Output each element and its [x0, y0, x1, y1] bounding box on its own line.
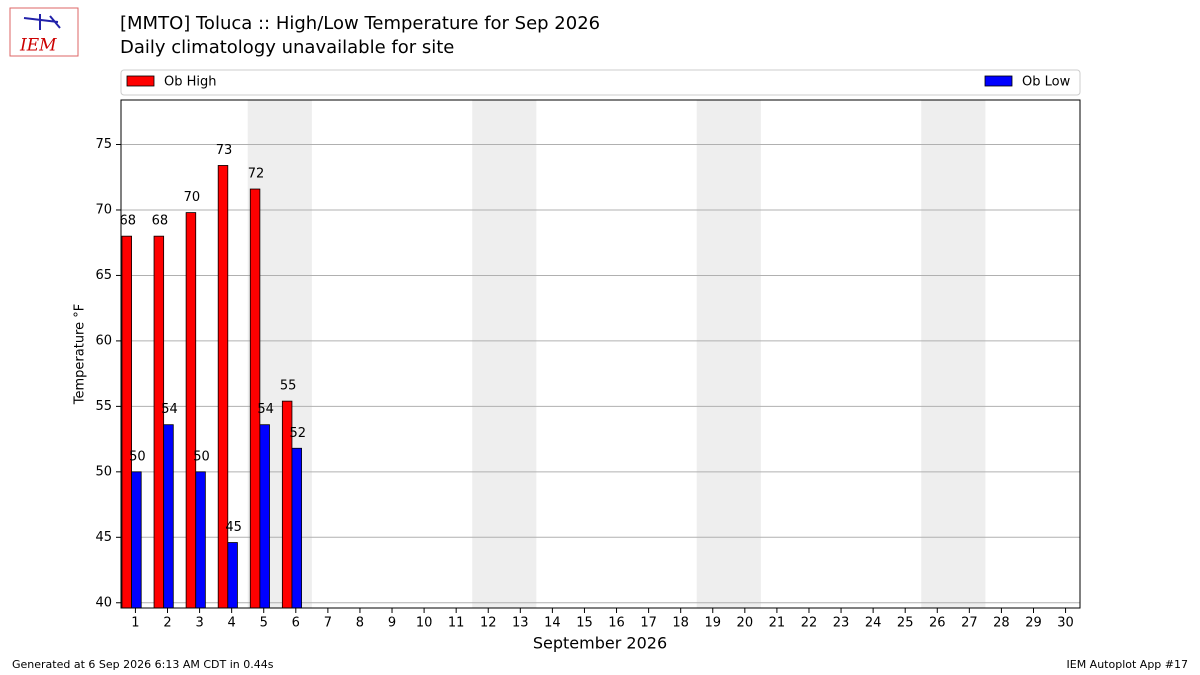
x-tick-label: 4	[228, 616, 236, 631]
x-tick-label: 25	[897, 616, 914, 631]
value-label: 72	[248, 167, 265, 182]
footer-left: Generated at 6 Sep 2026 6:13 AM CDT in 0…	[12, 658, 274, 671]
x-tick-label: 23	[833, 616, 850, 631]
x-tick-label: 18	[672, 616, 689, 631]
x-tick-label: 29	[1025, 616, 1042, 631]
chart-title: [MMTO] Toluca :: High/Low Temperature fo…	[120, 13, 600, 34]
legend-swatch	[984, 75, 1013, 87]
weekend-shading	[696, 100, 761, 608]
bar	[249, 188, 261, 609]
x-tick-label: 14	[544, 616, 561, 631]
y-tick-label: 40	[95, 595, 112, 610]
logo-text: IEM	[19, 36, 57, 56]
value-label: 73	[216, 143, 233, 158]
bar	[217, 165, 229, 609]
bar	[153, 235, 165, 609]
legend-label: Ob High	[164, 75, 217, 90]
bar	[227, 542, 238, 609]
value-label: 54	[257, 402, 274, 417]
value-label: 70	[184, 190, 201, 205]
value-label: 50	[193, 449, 210, 464]
logo-frame	[9, 7, 79, 57]
y-tick-label: 55	[95, 399, 112, 414]
x-tick-label: 8	[356, 616, 364, 631]
x-tick-label: 16	[608, 616, 625, 631]
bar	[259, 424, 270, 609]
legend-swatch	[126, 75, 155, 87]
x-tick-label: 6	[292, 616, 300, 631]
x-tick-label: 7	[324, 616, 332, 631]
x-tick-label: 2	[163, 616, 171, 631]
y-tick-label: 50	[95, 464, 112, 479]
x-tick-label: 20	[737, 616, 754, 631]
value-label: 50	[129, 449, 146, 464]
x-tick-label: 15	[576, 616, 593, 631]
x-tick-label: 5	[260, 616, 268, 631]
bar	[121, 235, 132, 609]
weekend-shading	[921, 100, 986, 608]
y-axis-label: Temperature °F	[73, 304, 88, 405]
x-tick-label: 13	[512, 616, 529, 631]
bar	[131, 471, 142, 609]
value-label: 52	[289, 426, 306, 441]
x-tick-label: 1	[131, 616, 139, 631]
logo-icon	[23, 14, 61, 30]
weekend-shading	[472, 100, 537, 608]
bar	[163, 424, 174, 609]
x-axis-label: September 2026	[533, 634, 667, 653]
value-label: 68	[119, 214, 136, 229]
bar	[291, 447, 302, 609]
y-tick-label: 75	[95, 137, 112, 152]
x-tick-label: 30	[1057, 616, 1074, 631]
x-tick-label: 10	[416, 616, 433, 631]
legend-box	[120, 69, 1081, 96]
x-tick-label: 21	[769, 616, 786, 631]
value-label: 54	[161, 402, 178, 417]
value-label: 68	[152, 214, 169, 229]
x-tick-label: 26	[929, 616, 946, 631]
x-tick-label: 28	[993, 616, 1010, 631]
x-tick-label: 27	[961, 616, 978, 631]
value-label: 45	[225, 520, 242, 535]
x-tick-label: 11	[448, 616, 465, 631]
footer-right: IEM Autoplot App #17	[1067, 658, 1189, 671]
bar	[185, 212, 197, 609]
x-tick-label: 9	[388, 616, 396, 631]
chart-subtitle: Daily climatology unavailable for site	[120, 37, 454, 58]
x-tick-label: 24	[865, 616, 882, 631]
bar	[195, 471, 206, 609]
x-tick-label: 19	[704, 616, 721, 631]
y-tick-label: 70	[95, 202, 112, 217]
y-tick-label: 60	[95, 333, 112, 348]
plot-frame	[120, 99, 1081, 609]
x-tick-label: 3	[195, 616, 203, 631]
y-tick-label: 65	[95, 268, 112, 283]
x-tick-label: 22	[801, 616, 818, 631]
y-tick-label: 45	[95, 530, 112, 545]
legend-label: Ob Low	[1022, 75, 1071, 90]
x-tick-label: 17	[640, 616, 657, 631]
x-tick-label: 12	[480, 616, 497, 631]
value-label: 55	[280, 379, 297, 394]
